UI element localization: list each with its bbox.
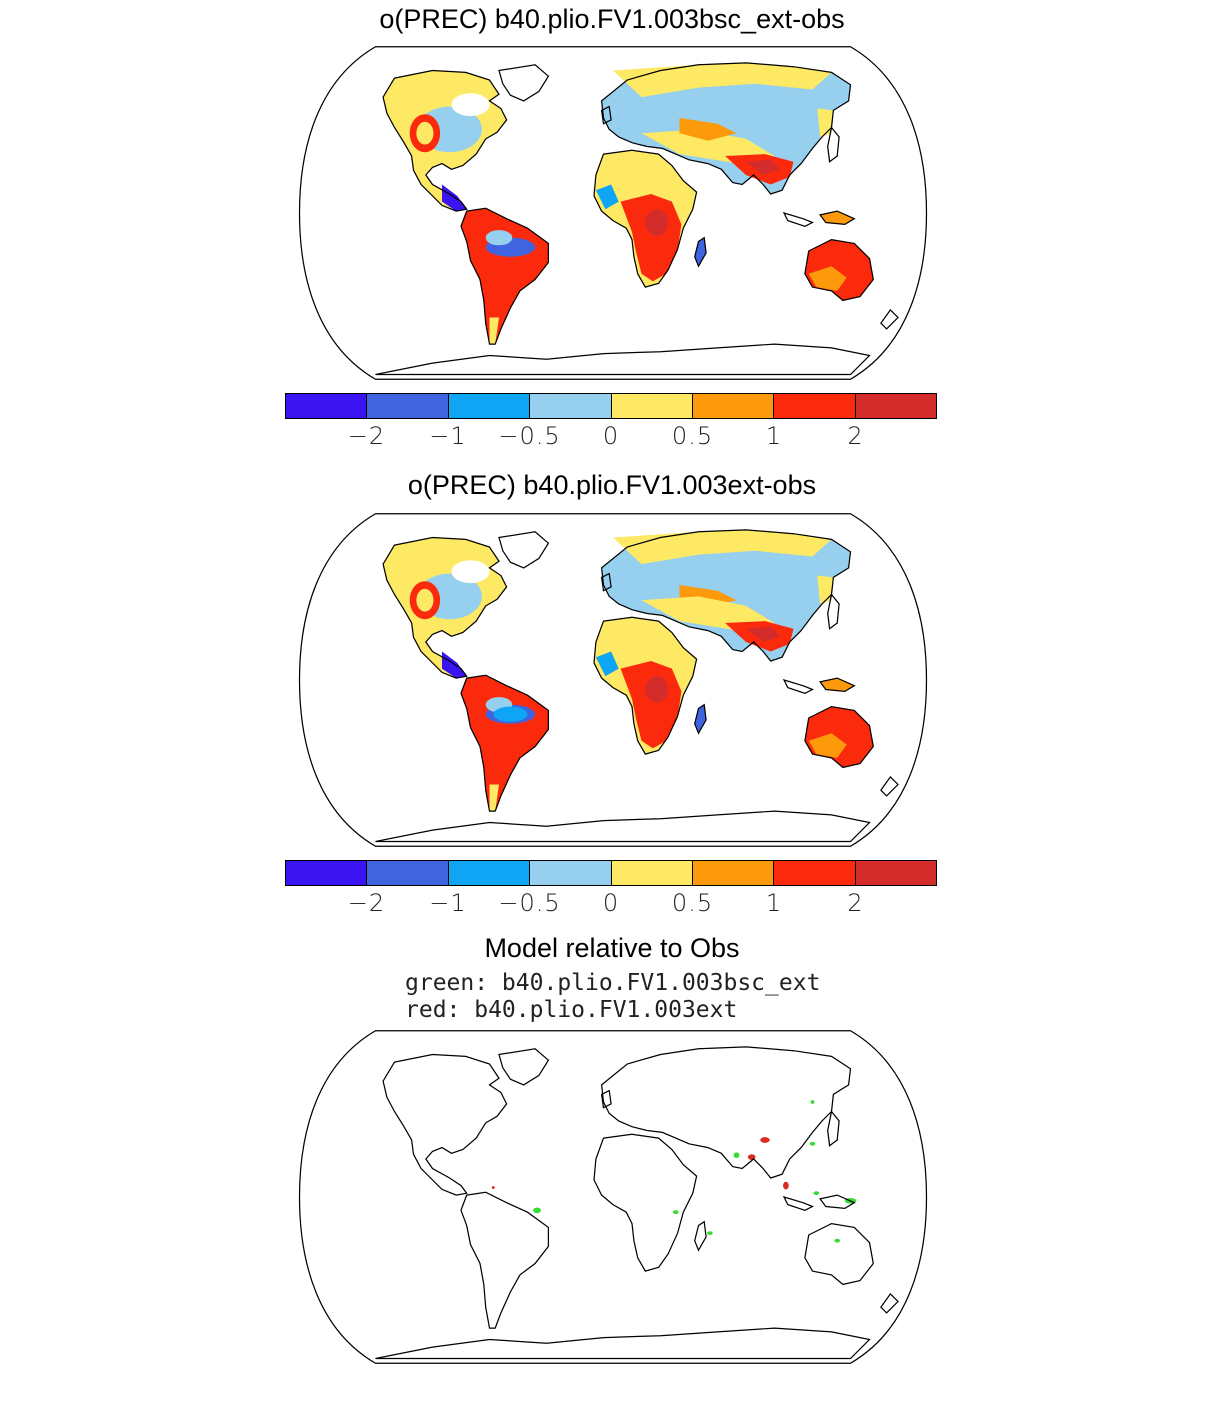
panel-1-colorbar [285, 393, 937, 419]
colorbar-tick-label: 0.5 [671, 889, 714, 917]
colorbar-tick-label: 2 [847, 422, 864, 450]
colorbar-segment [367, 861, 449, 885]
red-marker [760, 1137, 770, 1143]
colorbar-segment [774, 394, 856, 418]
colorbar-segment [367, 394, 449, 418]
colorbar-tick-label: −2 [347, 422, 386, 450]
colorbar-segment [611, 394, 693, 418]
green-marker [810, 1100, 815, 1104]
colorbar-tick-label: 2 [847, 889, 864, 917]
colorbar-segment [611, 861, 693, 885]
comparison-map-border [298, 1030, 928, 1364]
colorbar-tick-label: 0.5 [671, 422, 714, 450]
panel-1-map [298, 46, 928, 380]
red-marker [783, 1181, 789, 1190]
green-marker [707, 1231, 713, 1235]
colorbar-tick-label: 0 [602, 889, 620, 917]
colorbar-segment [774, 861, 856, 885]
colorbar-tick-label: −0.5 [498, 422, 561, 450]
colorbar-segment [692, 861, 775, 885]
panel-2-anomaly-field [383, 529, 874, 812]
colorbar-tick-label: −2 [347, 889, 386, 917]
green-marker [809, 1141, 816, 1146]
colorbar-tick-label: −0.5 [498, 889, 561, 917]
colorbar-segment [692, 394, 775, 418]
colorbar-tick-label: −1 [429, 422, 467, 450]
green-marker [733, 1152, 740, 1159]
panel-2-title: o(PREC) b40.plio.FV1.003ext-obs [407, 470, 817, 500]
panel-1-colorbar-ticks: −2 −1 −0.5 0 0.5 1 2 [285, 422, 937, 452]
colorbar-tick-label: 1 [765, 889, 783, 917]
colorbar-tick-label: 0 [602, 422, 620, 450]
colorbar-tick-label: 1 [765, 422, 783, 450]
colorbar-segment [530, 394, 612, 418]
green-marker [813, 1191, 820, 1196]
comparison-legend-green: green: b40.plio.FV1.003bsc_ext [405, 970, 821, 996]
panel-1-anomaly-field [383, 62, 874, 345]
green-marker [672, 1210, 679, 1215]
colorbar-tick-label: −1 [429, 889, 467, 917]
colorbar-segment [855, 394, 936, 418]
colorbar-segment [286, 861, 368, 885]
panel-2-map [298, 513, 928, 847]
comparison-markers [491, 1100, 857, 1243]
red-marker [491, 1186, 495, 1189]
colorbar-segment [530, 861, 612, 885]
colorbar-segment [448, 394, 531, 418]
comparison-coastlines [374, 1046, 899, 1360]
colorbar-segment [286, 394, 368, 418]
comparison-legend-red: red: b40.plio.FV1.003ext [405, 997, 738, 1023]
panel-2-colorbar [285, 860, 937, 886]
comparison-map [298, 1030, 928, 1364]
green-marker [533, 1207, 541, 1214]
colorbar-segment [855, 861, 936, 885]
colorbar-segment [448, 861, 531, 885]
panel-1-title: o(PREC) b40.plio.FV1.003bsc_ext-obs [379, 4, 845, 34]
panel-2-map-border [298, 513, 928, 847]
panel-2-colorbar-ticks: −2 −1 −0.5 0 0.5 1 2 [285, 889, 937, 919]
comparison-title: Model relative to Obs [484, 933, 740, 963]
panel-1-map-border [298, 46, 928, 380]
green-marker [834, 1238, 841, 1243]
